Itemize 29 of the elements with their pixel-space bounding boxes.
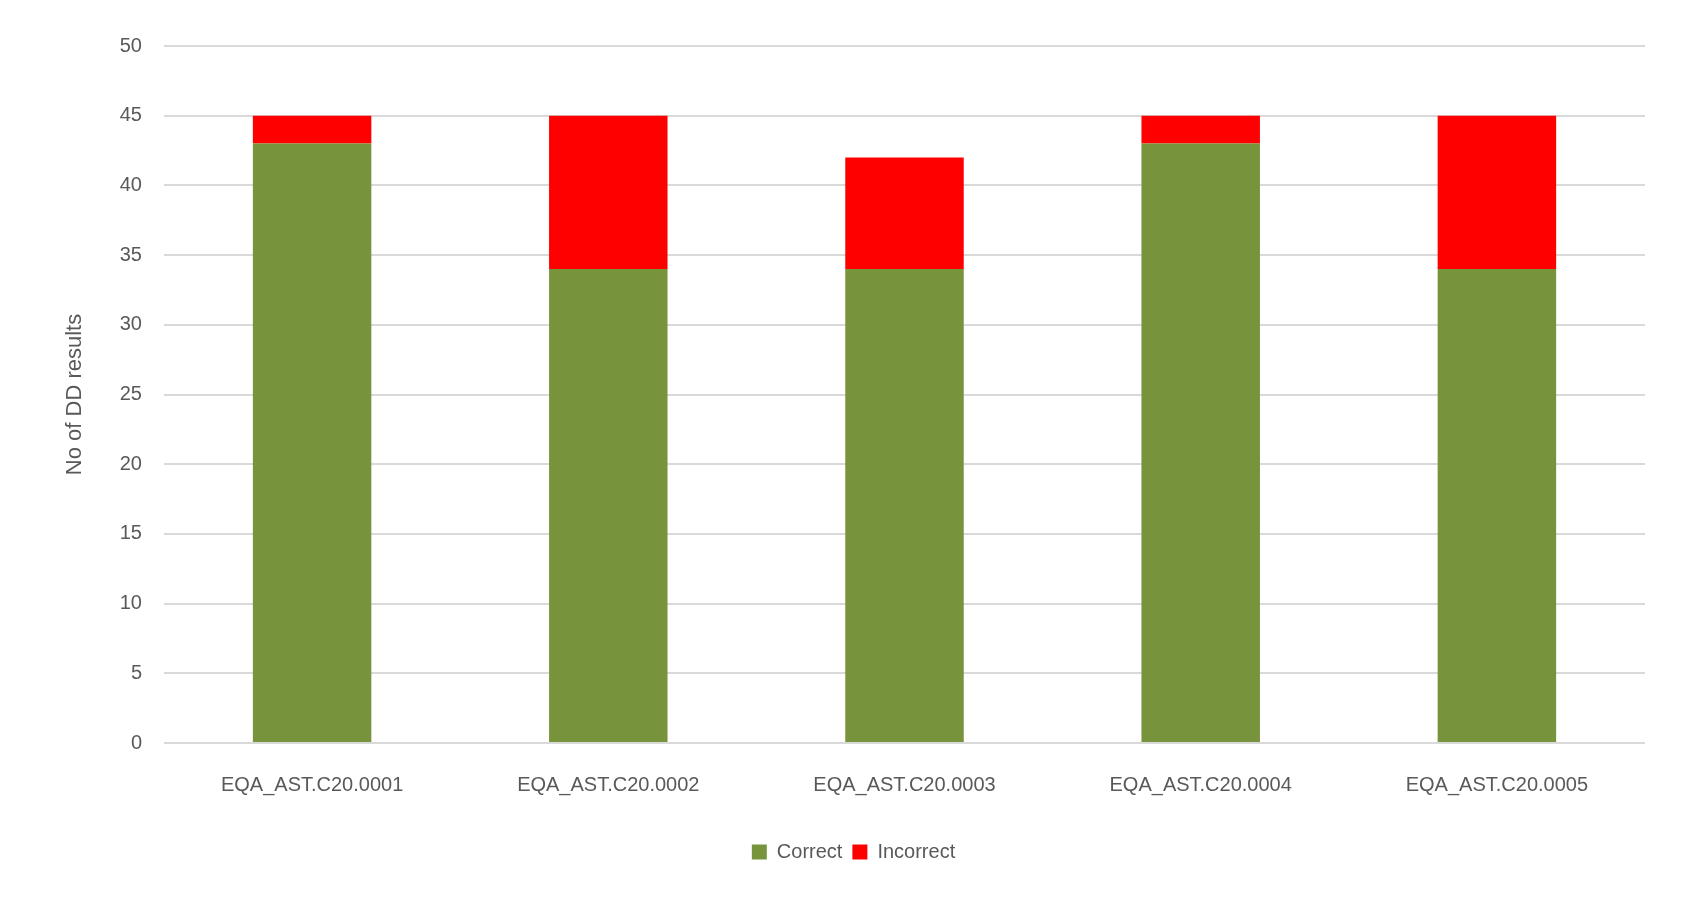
y-tick-label: 45: [119, 103, 142, 126]
y-tick-label: 40: [119, 172, 142, 195]
y-tick-label: 0: [130, 730, 142, 753]
y-tick-label: 15: [119, 521, 142, 544]
bar: [549, 115, 668, 270]
y-tick-label: 10: [119, 591, 142, 614]
y-tick-label: 5: [130, 660, 142, 683]
bar: [1141, 143, 1260, 742]
y-tick-label: 30: [119, 312, 142, 335]
y-tick-label: 25: [119, 382, 142, 405]
legend-label: Incorrect: [877, 839, 956, 862]
x-tick-label: EQA_AST.C20.0001: [220, 772, 404, 796]
bar: [845, 157, 964, 270]
bar: [549, 269, 668, 742]
bar: [252, 115, 372, 144]
y-axis-title: No of DD results: [61, 313, 87, 476]
bar: [1437, 115, 1557, 270]
x-tick-label: EQA_AST.C20.0003: [813, 772, 996, 796]
legend-label: Correct: [776, 839, 843, 862]
bar: [1141, 115, 1260, 144]
y-tick-label: 50: [119, 33, 142, 56]
y-tick-label: 35: [119, 242, 142, 265]
bar: [1437, 269, 1557, 742]
bar: [845, 269, 964, 742]
x-tick-label: EQA_AST.C20.0004: [1109, 772, 1292, 796]
bar: [252, 143, 372, 742]
y-tick-label: 20: [119, 451, 142, 474]
x-tick-label: EQA_AST.C20.0002: [517, 772, 700, 796]
x-tick-label: EQA_AST.C20.0005: [1405, 772, 1589, 796]
